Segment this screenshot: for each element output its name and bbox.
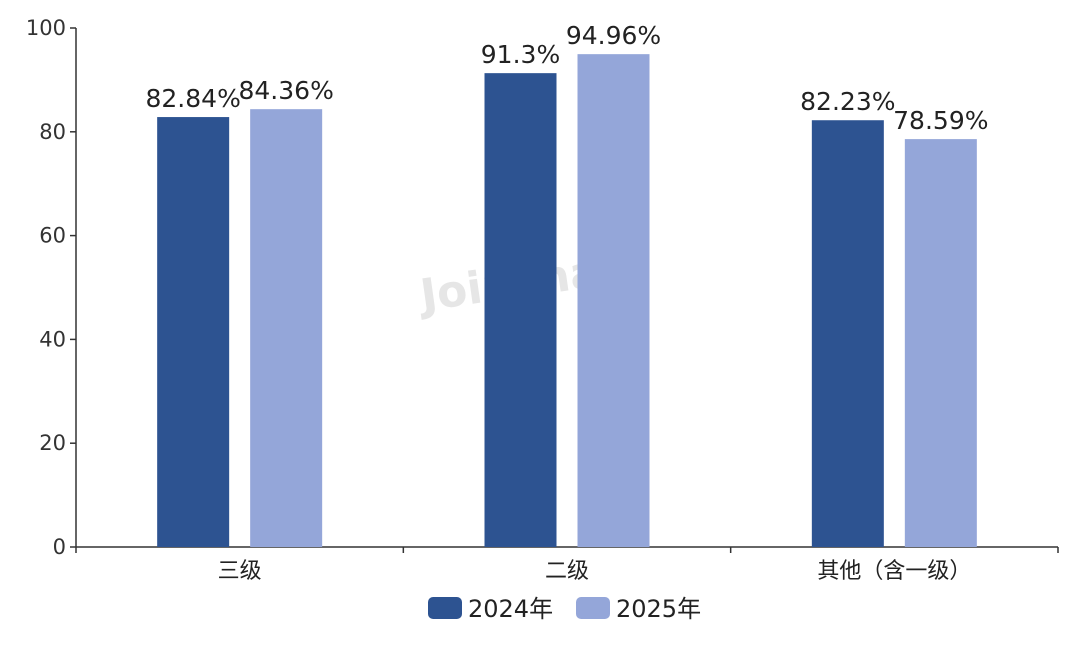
y-tick-label: 100: [26, 16, 66, 40]
bar: [904, 139, 977, 547]
data-label: 82.23%: [800, 87, 895, 116]
y-tick-label: 80: [39, 120, 66, 144]
y-tick-label: 20: [39, 431, 66, 455]
x-category-label: 二级: [545, 559, 589, 584]
data-label: 82.84%: [146, 84, 241, 113]
bar: [484, 73, 557, 547]
data-label: 94.96%: [566, 21, 661, 50]
data-label: 91.3%: [481, 40, 560, 69]
y-tick-label: 0: [53, 535, 66, 559]
bar: [250, 109, 323, 547]
y-tick-label: 40: [39, 327, 66, 351]
bar: [577, 54, 650, 548]
x-axis: 三级 二级 其他（含一级）: [75, 546, 1059, 584]
bars: [157, 54, 977, 548]
data-labels: 82.84%84.36% 91.3%94.96% 82.23%78.59%: [146, 21, 989, 135]
data-label: 78.59%: [893, 106, 988, 135]
data-label: 84.36%: [239, 76, 334, 105]
x-category-label: 三级: [218, 559, 262, 584]
y-axis: 0 20 40 60 80 100: [26, 16, 77, 559]
legend-label: 2024年: [468, 595, 553, 623]
y-tick-label: 60: [39, 224, 66, 248]
bar: [157, 117, 230, 548]
legend-swatch: [428, 597, 462, 619]
bar: [811, 120, 884, 547]
legend: 2024年 2025年: [428, 595, 701, 623]
x-category-label: 其他（含一级）: [817, 559, 971, 584]
legend-label: 2025年: [616, 595, 701, 623]
legend-swatch: [576, 597, 610, 619]
